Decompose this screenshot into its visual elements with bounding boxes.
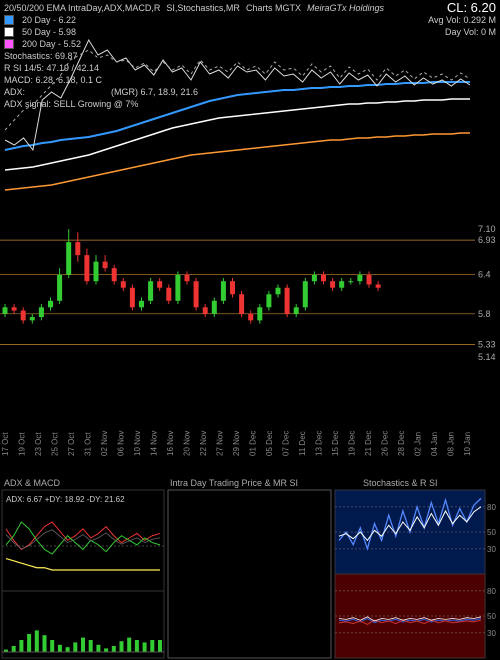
svg-text:50: 50 xyxy=(487,612,496,621)
svg-text:19 Oct: 19 Oct xyxy=(18,432,27,456)
svg-text:Intra Day Trading Price & MR: Intra Day Trading Price & MR SI xyxy=(170,478,298,488)
svg-text:26 Dec: 26 Dec xyxy=(381,431,390,456)
svg-text:80: 80 xyxy=(487,587,496,596)
svg-text:05 Dec: 05 Dec xyxy=(265,431,274,456)
svg-text:19 Dec: 19 Dec xyxy=(348,431,357,456)
intra-svg: Intra Day Trading Price & MR SI xyxy=(166,476,333,660)
svg-text:5.14: 5.14 xyxy=(478,352,496,362)
svg-text:5.33: 5.33 xyxy=(478,339,496,349)
mgr-label: (MGR) 6.7, 18.9, 21.6 xyxy=(111,86,198,98)
svg-text:01 Dec: 01 Dec xyxy=(249,431,258,456)
charts-symbol: Charts MGTX xyxy=(246,2,301,14)
company-name: MeiraGTx Holdings xyxy=(307,2,384,14)
stochastics-panel: Stochastics & R SI 80 50 30 80 50 30 xyxy=(333,476,500,660)
si-header-label: SI,Stochastics,MR xyxy=(166,2,240,14)
svg-text:10 Jan: 10 Jan xyxy=(463,432,472,456)
chart-header: 20/50/200 EMA IntraDay,ADX,MACD,R SI,Sto… xyxy=(4,2,496,110)
svg-text:6.93: 6.93 xyxy=(478,235,496,245)
svg-text:27 Nov: 27 Nov xyxy=(216,431,225,456)
svg-text:14 Nov: 14 Nov xyxy=(150,431,159,456)
stoch-svg: Stochastics & R SI 80 50 30 80 50 30 xyxy=(333,476,500,660)
svg-text:08 Jan: 08 Jan xyxy=(447,432,456,456)
adx-macd-panel: ADX & MACD ADX: 6.67 +DY: 18.92 -DY: 21.6… xyxy=(0,476,166,660)
svg-text:31 Oct: 31 Oct xyxy=(84,432,93,456)
svg-text:30: 30 xyxy=(487,629,496,638)
svg-text:30: 30 xyxy=(487,545,496,554)
svg-text:02 Nov: 02 Nov xyxy=(100,431,109,456)
svg-text:16 Nov: 16 Nov xyxy=(166,431,175,456)
svg-text:11 Dec: 11 Dec xyxy=(298,431,307,456)
svg-text:21 Dec: 21 Dec xyxy=(364,431,373,456)
rsi-label: R SI 14/5: 47.19 / 42.14 xyxy=(4,62,99,74)
svg-text:06 Nov: 06 Nov xyxy=(117,431,126,456)
main-ema-chart: 20/50/200 EMA IntraDay,ADX,MACD,R SI,Sto… xyxy=(0,0,500,216)
intraday-panel: Intra Day Trading Price & MR SI xyxy=(166,476,333,660)
swatch-50day xyxy=(4,27,14,37)
svg-text:27 Oct: 27 Oct xyxy=(67,432,76,456)
ema-header-label: 20/50/200 EMA IntraDay,ADX,MACD,R xyxy=(4,2,160,14)
svg-text:29 Nov: 29 Nov xyxy=(232,431,241,456)
swatch-20day xyxy=(4,15,14,25)
svg-text:ADX & MACD: ADX & MACD xyxy=(4,478,61,488)
svg-text:50: 50 xyxy=(487,528,496,537)
svg-text:7.10: 7.10 xyxy=(478,224,496,234)
day20-label: 20 Day - 6.22 xyxy=(22,14,76,26)
adx-svg: ADX & MACD ADX: 6.67 +DY: 18.92 -DY: 21.6… xyxy=(0,476,166,660)
svg-text:22 Nov: 22 Nov xyxy=(199,431,208,456)
svg-text:04 Jan: 04 Jan xyxy=(430,432,439,456)
svg-text:ADX: 6.67 +DY: 18.92 -DY: 21.6: ADX: 6.67 +DY: 18.92 -DY: 21.62 xyxy=(6,495,125,504)
svg-text:25 Oct: 25 Oct xyxy=(51,432,60,456)
svg-text:13 Dec: 13 Dec xyxy=(315,431,324,456)
xaxis-svg: 17 Oct 19 Oct 23 Oct 25 Oct 27 Oct 31 Oct 02 N… xyxy=(0,366,500,476)
bottom-panels: ADX & MACD ADX: 6.67 +DY: 18.92 -DY: 21.6… xyxy=(0,476,500,660)
svg-text:80: 80 xyxy=(487,503,496,512)
svg-text:6.4: 6.4 xyxy=(478,270,491,280)
stochastics-label: Stochastics: 69.87 xyxy=(4,50,78,62)
svg-text:02 Jan: 02 Jan xyxy=(414,432,423,456)
day200-label: 200 Day - 5.52 xyxy=(22,38,81,50)
svg-text:5.8: 5.8 xyxy=(478,309,491,319)
svg-text:07 Dec: 07 Dec xyxy=(282,431,291,456)
day50-label: 50 Day - 5.98 xyxy=(22,26,76,38)
svg-text:17 Oct: 17 Oct xyxy=(1,432,10,456)
x-axis-dates: 17 Oct 19 Oct 23 Oct 25 Oct 27 Oct 31 Oct 02 N… xyxy=(0,366,500,476)
svg-text:15 Dec: 15 Dec xyxy=(331,431,340,456)
svg-text:10 Nov: 10 Nov xyxy=(133,431,142,456)
adx-signal: ADX signal: SELL Growing @ 7% xyxy=(4,98,138,110)
swatch-200day xyxy=(4,39,14,49)
price-chart-svg: 7.106.93 6.4 5.8 5.33 5.14 xyxy=(0,216,500,366)
svg-text:Stochastics & R SI: Stochastics & R SI xyxy=(363,478,438,488)
svg-text:28 Dec: 28 Dec xyxy=(397,431,406,456)
macd-label: MACD: 6.28, 6.18, 0.1 C xyxy=(4,74,102,86)
price-candle-panel: 7.106.93 6.4 5.8 5.33 5.14 xyxy=(0,216,500,366)
svg-text:23 Oct: 23 Oct xyxy=(34,432,43,456)
svg-text:20 Nov: 20 Nov xyxy=(183,431,192,456)
adx-label: ADX: xyxy=(4,86,25,98)
